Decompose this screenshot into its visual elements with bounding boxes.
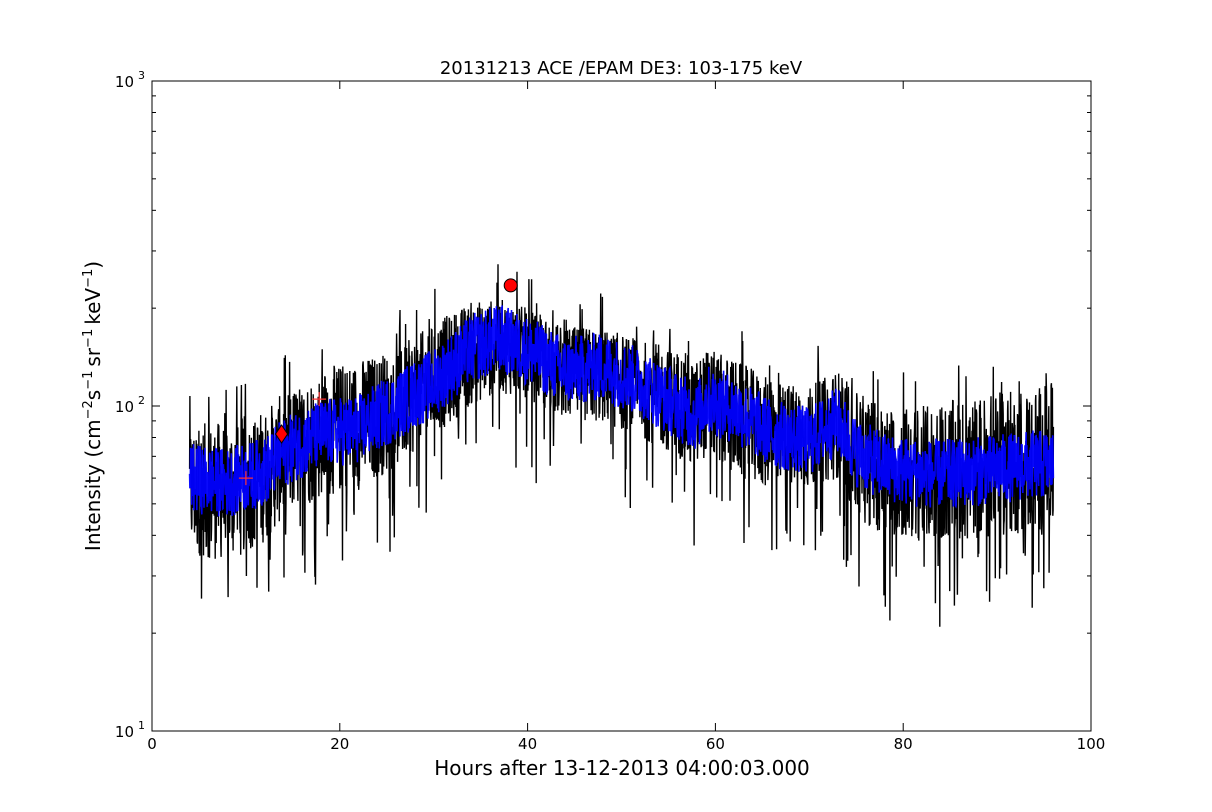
y-tick-label: 10 [115,398,134,416]
marker-plus-0 [238,471,253,486]
axis-layer: 0 20 40 60 80 100 10 1 10 2 10 3 [115,69,1105,753]
y-tick-label-exponent: 2 [138,394,145,407]
y-tick-label-exponent: 1 [138,719,145,732]
x-tick-label: 20 [330,735,349,753]
y-label-exp4: −1 [81,269,96,288]
chart-title: 20131213 ACE /EPAM DE3: 103-175 keV [440,58,803,79]
x-tick-label: 0 [147,735,157,753]
y-label-exp1: −2 [81,400,96,419]
data-layer [188,264,1055,627]
onset-marker-diamond [274,424,289,444]
marker-layer [238,278,518,486]
y-tick-label: 10 [115,73,134,91]
x-tick-label: 100 [1077,735,1106,753]
y-tick-label-exponent: 3 [138,69,145,82]
y-axis-label: Intensity (cm−2s−1sr−1keV−1) [81,261,105,551]
y-label-part3: sr [81,347,105,366]
y-label-exp2: −1 [81,371,96,390]
y-label-exp3: −1 [81,329,96,348]
x-tick-label: 80 [894,735,913,753]
x-axis-label: Hours after 13-12-2013 04:00:03.000 [434,756,810,780]
x-tick-label: 40 [518,735,537,753]
marker-plus-2 [312,392,327,407]
x-tick-label: 60 [706,735,725,753]
y-label-prefix: Intensity (cm [81,419,105,551]
y-label-suffix: ) [81,261,105,269]
series-smoothed-line [188,305,1055,517]
y-label-part4: keV [81,288,105,325]
y-label-part2: s [81,390,105,400]
y-tick-label: 10 [115,723,134,741]
peak-marker-circle [503,278,518,293]
